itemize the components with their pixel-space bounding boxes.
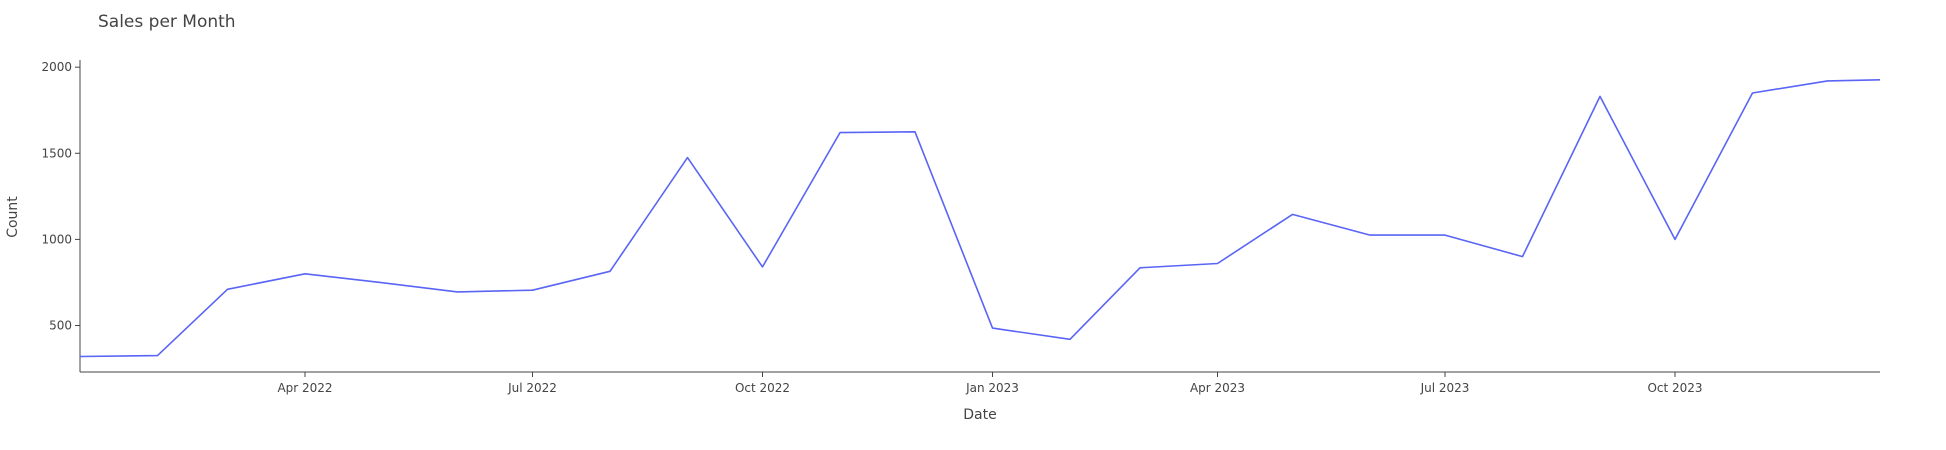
x-axis-title: Date xyxy=(963,407,996,423)
x-tick-label: Jan 2023 xyxy=(965,381,1019,395)
series-line xyxy=(79,79,1881,358)
y-tick-label: 1500 xyxy=(41,146,72,160)
x-axis-ticks: Apr 2022 Jul 2022 Oct 2022 Jan 2023 Apr 2023… xyxy=(277,372,1703,395)
y-tick-label: 500 xyxy=(49,319,72,333)
x-tick-label: Oct 2023 xyxy=(1647,381,1702,395)
chart-title: Sales per Month xyxy=(98,12,236,32)
x-tick-label: Jul 2022 xyxy=(507,381,557,395)
y-tick-label: 1000 xyxy=(41,232,72,246)
x-tick-label: Apr 2022 xyxy=(277,381,332,395)
x-tick-label: Oct 2022 xyxy=(735,381,790,395)
x-tick-label: Jul 2023 xyxy=(1420,381,1470,395)
y-axis-ticks: 500 1000 1500 2000 xyxy=(41,60,80,333)
y-axis-title: Count xyxy=(5,196,21,238)
x-tick-label: Apr 2023 xyxy=(1190,381,1245,395)
y-tick-label: 2000 xyxy=(41,60,72,74)
